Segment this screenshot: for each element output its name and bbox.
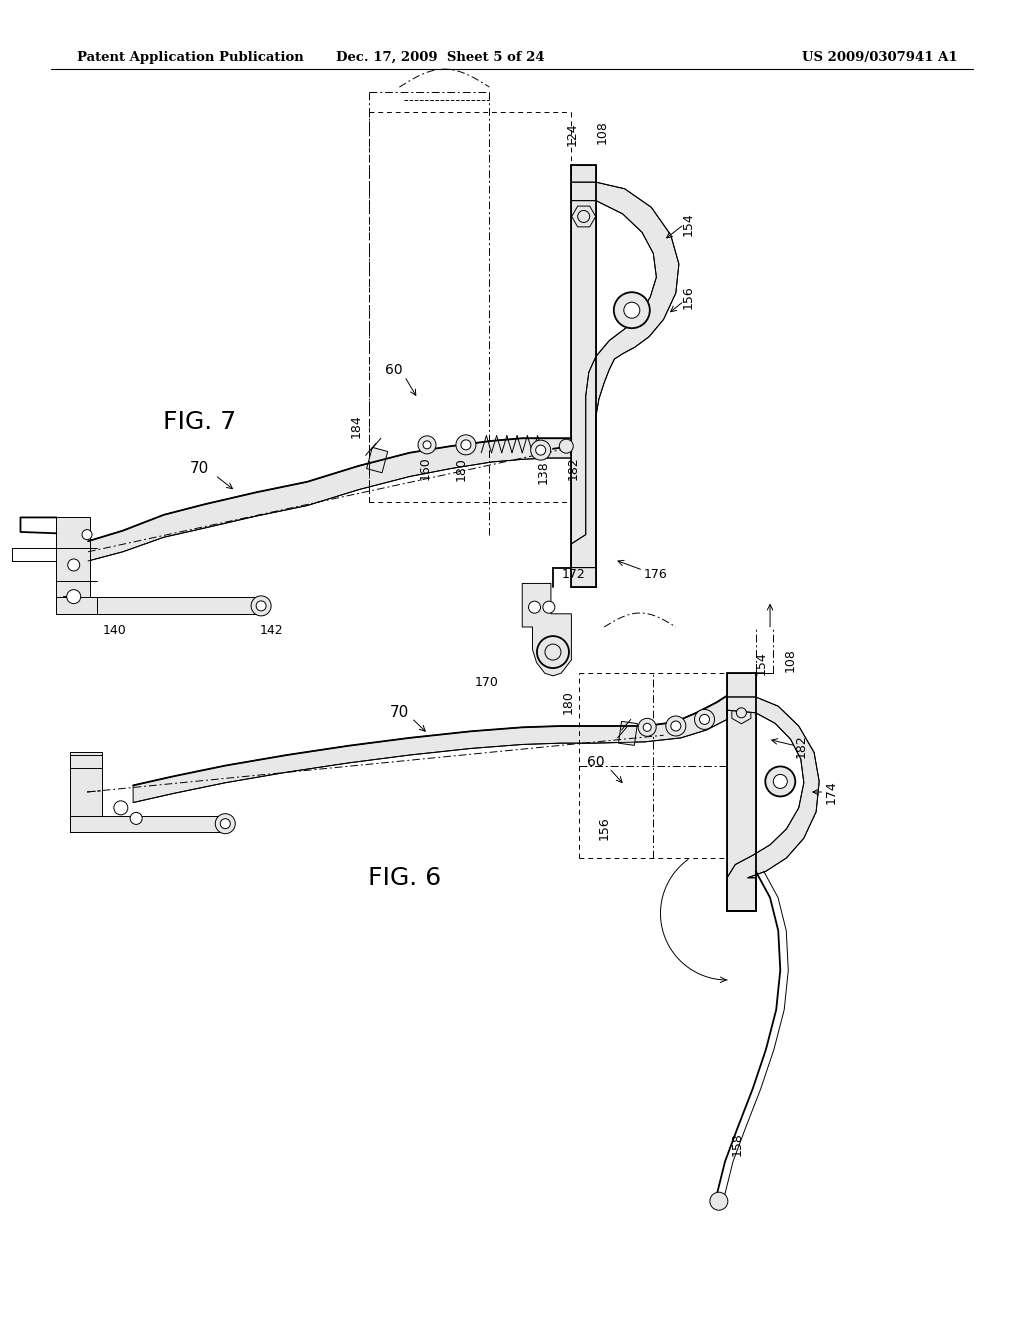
Circle shape (736, 708, 746, 718)
Text: FIG. 6: FIG. 6 (368, 866, 441, 890)
Text: 70: 70 (390, 705, 409, 721)
Polygon shape (56, 597, 97, 614)
Bar (63, 595, 78, 610)
Bar (367, 447, 388, 473)
Circle shape (613, 292, 650, 329)
Text: US 2009/0307941 A1: US 2009/0307941 A1 (802, 51, 957, 63)
Text: Dec. 17, 2009  Sheet 5 of 24: Dec. 17, 2009 Sheet 5 of 24 (336, 51, 545, 63)
Circle shape (638, 718, 656, 737)
Polygon shape (727, 697, 819, 911)
Text: 142: 142 (259, 624, 284, 638)
Text: 140: 140 (102, 624, 127, 638)
Text: 184: 184 (350, 414, 362, 438)
Circle shape (114, 801, 128, 814)
Text: 180: 180 (562, 690, 574, 714)
Polygon shape (522, 583, 571, 676)
Polygon shape (133, 696, 727, 803)
Circle shape (624, 302, 640, 318)
Text: 60: 60 (587, 755, 605, 768)
Circle shape (256, 601, 266, 611)
Circle shape (530, 440, 551, 461)
Circle shape (545, 644, 561, 660)
Text: 170: 170 (474, 676, 499, 689)
Circle shape (543, 601, 555, 614)
Text: 172: 172 (561, 568, 586, 581)
Circle shape (537, 636, 569, 668)
Circle shape (418, 436, 436, 454)
Text: 108: 108 (783, 648, 797, 672)
Text: 156: 156 (598, 816, 610, 840)
Circle shape (130, 812, 142, 825)
Circle shape (528, 601, 541, 614)
Text: 156: 156 (682, 285, 694, 309)
Text: 60: 60 (385, 363, 403, 376)
Polygon shape (97, 597, 261, 614)
Polygon shape (732, 702, 751, 723)
Circle shape (456, 434, 476, 455)
Circle shape (699, 714, 710, 725)
Circle shape (671, 721, 681, 731)
Text: 180: 180 (455, 457, 467, 480)
Text: 70: 70 (190, 461, 209, 477)
Bar (618, 721, 637, 746)
Circle shape (251, 595, 271, 616)
Circle shape (82, 529, 92, 540)
Text: 154: 154 (682, 213, 694, 236)
Text: FIG. 7: FIG. 7 (163, 411, 237, 434)
Circle shape (215, 813, 236, 834)
Polygon shape (70, 816, 225, 832)
Circle shape (578, 210, 590, 223)
Circle shape (559, 440, 573, 453)
Text: Patent Application Publication: Patent Application Publication (77, 51, 303, 63)
Polygon shape (571, 165, 596, 587)
Circle shape (461, 440, 471, 450)
Text: 160: 160 (419, 457, 431, 480)
Polygon shape (571, 206, 596, 227)
Circle shape (710, 1192, 728, 1210)
Circle shape (773, 775, 787, 788)
Text: 158: 158 (731, 1133, 743, 1156)
Circle shape (666, 715, 686, 737)
Text: 176: 176 (643, 568, 668, 581)
Text: 182: 182 (795, 734, 807, 758)
Polygon shape (56, 517, 90, 614)
Circle shape (220, 818, 230, 829)
Text: 154: 154 (755, 651, 768, 675)
Polygon shape (88, 438, 571, 561)
Polygon shape (70, 752, 102, 832)
Text: 124: 124 (565, 123, 579, 147)
Text: 108: 108 (596, 120, 609, 144)
Circle shape (643, 723, 651, 731)
Circle shape (68, 558, 80, 572)
Text: 138: 138 (537, 461, 549, 484)
Text: 174: 174 (825, 780, 838, 804)
Circle shape (765, 767, 796, 796)
Circle shape (67, 590, 81, 603)
Circle shape (694, 709, 715, 730)
Circle shape (536, 445, 546, 455)
Polygon shape (571, 182, 679, 568)
Circle shape (423, 441, 431, 449)
Text: 182: 182 (567, 457, 580, 480)
Polygon shape (727, 673, 756, 911)
